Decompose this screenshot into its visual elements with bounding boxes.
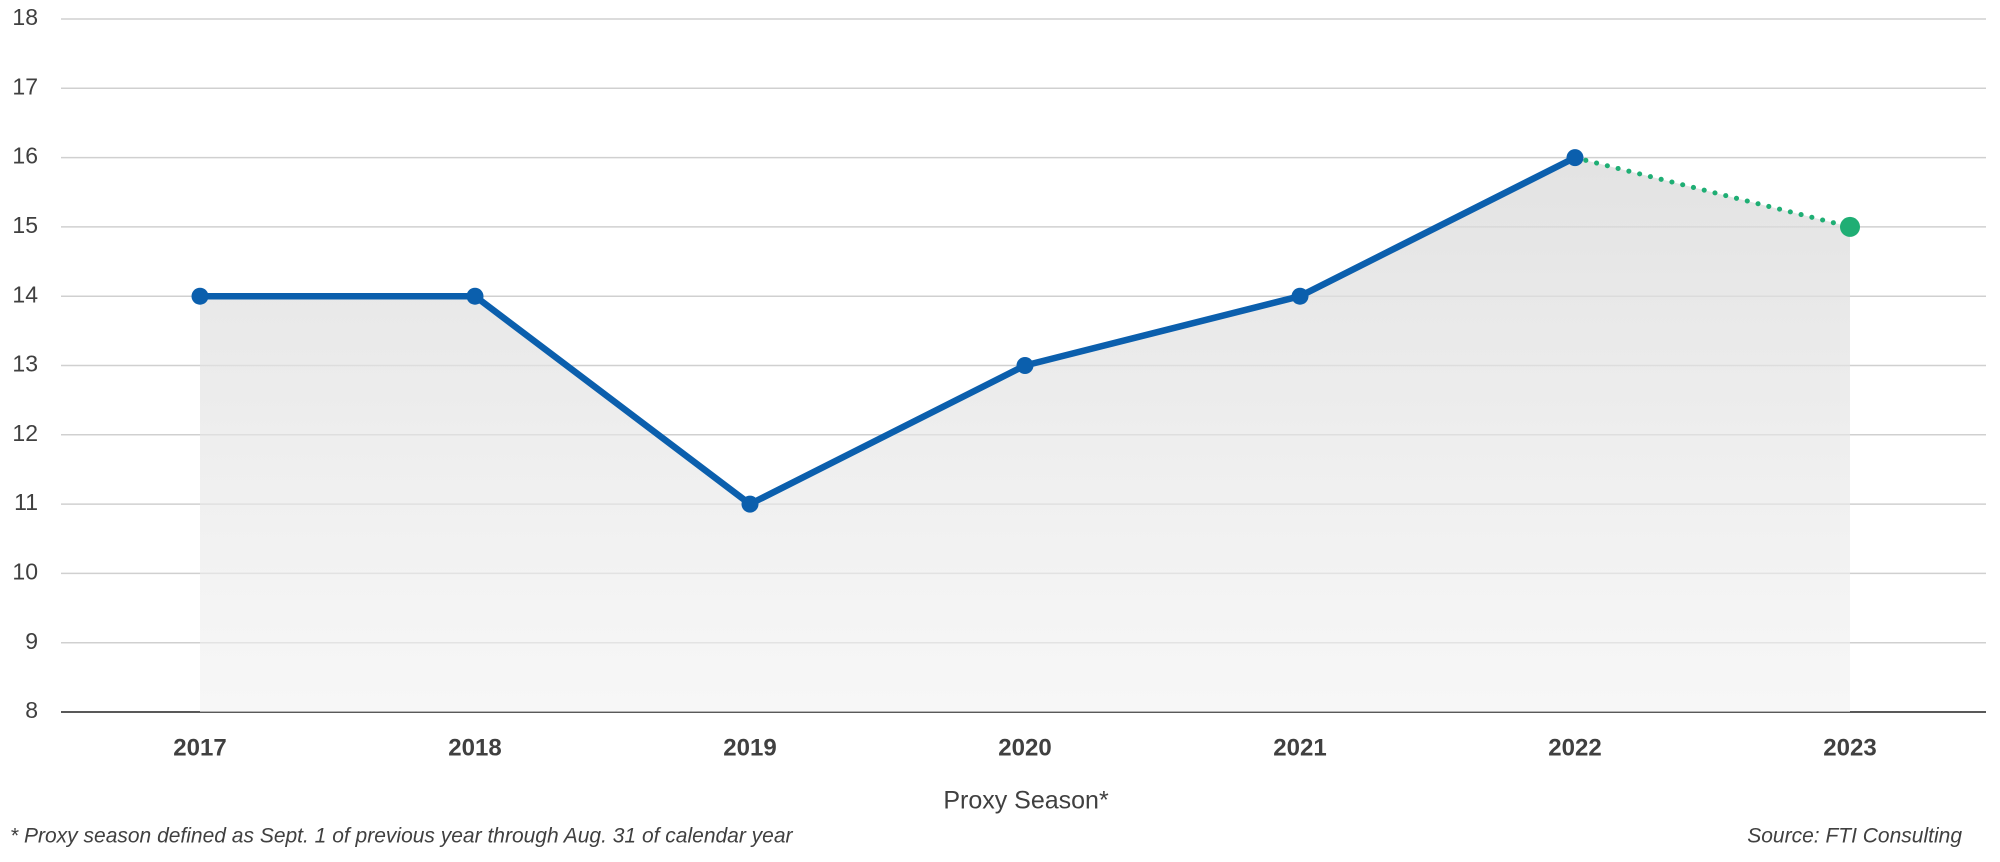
marker [191,287,209,305]
x-tick-label: 2023 [1823,734,1876,761]
y-tick-label: 9 [25,628,38,654]
marker [466,287,484,305]
y-tick-label: 17 [12,73,38,99]
area [1575,157,1850,713]
x-tick-label: 2022 [1548,734,1601,761]
marker [1016,357,1034,374]
y-tick-label: 13 [12,351,38,377]
marker [1840,216,1860,237]
y-tick-label: 11 [14,489,38,515]
marker [741,495,759,513]
x-tick-label: 2020 [998,734,1051,761]
y-tick-label: 12 [12,420,38,446]
y-tick-label: 16 [12,143,38,169]
marker [1291,287,1309,305]
x-axis-title: Proxy Season* [943,787,1109,815]
x-tick-label: 2019 [723,734,776,761]
x-tick-label: 2021 [1273,734,1326,761]
line [196,154,1579,508]
x-tick-label: 2018 [448,734,501,761]
y-tick-label: 15 [12,212,38,238]
footnote: * Proxy season defined as Sept. 1 of pre… [10,825,794,848]
marker [1566,149,1584,167]
y-tick-label: 18 [12,4,38,30]
source: Source: FTI Consulting [1747,825,1962,848]
y-tick-label: 14 [12,281,38,307]
x-tick-label: 2017 [173,734,226,761]
y-tick-label: 10 [12,558,38,584]
y-tick-label: 8 [25,697,38,723]
